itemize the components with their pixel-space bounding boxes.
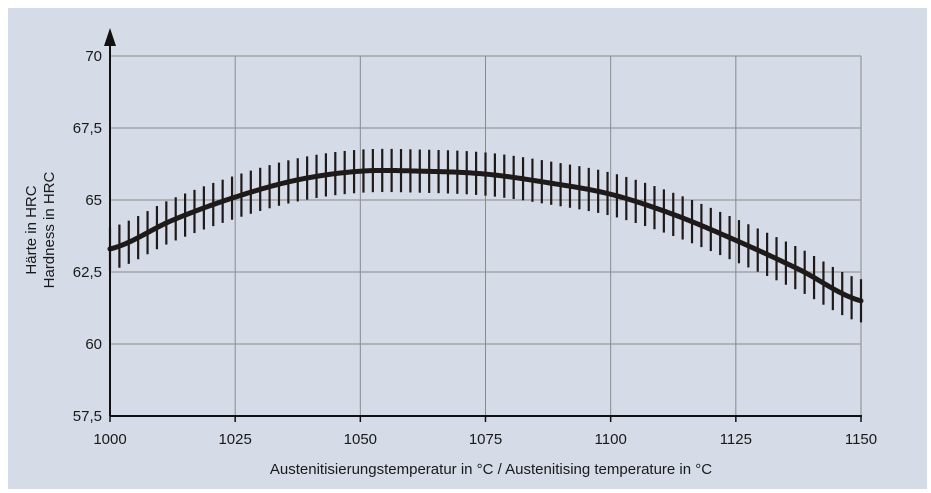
y-tick-label: 70 xyxy=(85,48,102,65)
x-tick-label: 1125 xyxy=(720,431,752,448)
y-tick-label: 60 xyxy=(85,336,102,353)
y-tick-label: 57,5 xyxy=(73,408,102,425)
chart-panel: 1000 1025 1050 1075 1100 1125 1150 57,5 60 62,5 6… xyxy=(8,8,927,489)
x-tick-label: 1025 xyxy=(218,431,251,448)
x-axis-title: Austenitisierungstemperatur in °C / Aust… xyxy=(270,461,712,478)
y-axis-arrow xyxy=(104,28,116,46)
y-tick-labels: 57,5 60 62,5 65 67,5 70 xyxy=(73,48,102,425)
y-axis-title-de: Härte in HRC xyxy=(23,185,40,274)
axes xyxy=(104,28,862,422)
y-tick-label: 65 xyxy=(85,192,102,209)
y-tick-label: 67,5 xyxy=(73,120,102,137)
x-tick-label: 1050 xyxy=(344,431,377,448)
grid xyxy=(110,55,862,416)
y-axis-title-en: Hardness in HRC xyxy=(41,171,58,288)
x-tick-label: 1100 xyxy=(595,431,627,448)
hardness-curve xyxy=(107,167,864,304)
y-tick-label: 62,5 xyxy=(73,264,102,281)
x-tick-labels: 1000 1025 1050 1075 1100 1125 1150 xyxy=(93,431,877,448)
x-tick-label: 1000 xyxy=(93,431,126,448)
x-tick-label: 1075 xyxy=(469,431,502,448)
hardness-chart: 1000 1025 1050 1075 1100 1125 1150 57,5 60 62,5 6… xyxy=(23,28,877,478)
x-tick-label: 1150 xyxy=(845,431,877,448)
